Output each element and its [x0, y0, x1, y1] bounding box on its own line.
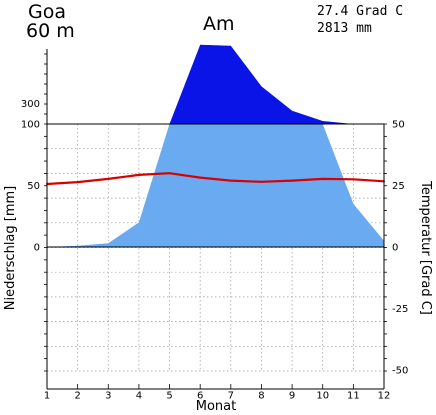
temperature-point [352, 178, 355, 181]
x-tick-label: 5 [166, 390, 172, 401]
axis-labels: Monat Niederschlag [mm] Temperatur [Grad… [3, 180, 433, 414]
y-right-tick-label: -50 [392, 366, 408, 377]
precipitation-area-above-100 [47, 44, 384, 124]
x-tick-label: 4 [136, 390, 142, 401]
temperature-curve [46, 172, 385, 186]
x-tick-label: 1 [44, 390, 50, 401]
y-left-tick-label: 50 [27, 181, 40, 192]
station-elevation: 60 m [26, 20, 75, 42]
temperature-point [168, 172, 171, 175]
precipitation-area-below-100 [47, 124, 384, 247]
temperature-point [107, 177, 110, 180]
temperature-point [260, 180, 263, 183]
y-right-tick-label: 0 [392, 243, 398, 254]
x-tick-label: 10 [316, 390, 329, 401]
precipitation-area [47, 44, 384, 247]
annual-precipitation: 2813 mm [317, 21, 372, 36]
x-tick-label: 8 [258, 390, 264, 401]
temperature-point [137, 173, 140, 176]
x-axis-label: Monat [196, 399, 236, 414]
x-tick-label: 6 [197, 390, 203, 401]
x-tick-label: 11 [347, 390, 360, 401]
station-name: Goa [28, 1, 66, 23]
y-left-tick-label: 300 [21, 99, 40, 110]
y-axis-right-label: Temperatur [Grad C] [418, 180, 433, 315]
x-tick-label: 9 [289, 390, 295, 401]
x-tick-label: 3 [105, 390, 111, 401]
x-tick-label: 7 [228, 390, 234, 401]
y-right-tick-label: -25 [392, 304, 408, 315]
y-right-tick-label: 50 [392, 120, 405, 131]
temperature-point [291, 179, 294, 182]
climate-class: Am [203, 13, 235, 35]
temperature-point [321, 177, 324, 180]
x-tick-label: 2 [74, 390, 80, 401]
temperature-point [229, 179, 232, 182]
y-axis-left-label: Niederschlag [mm] [3, 186, 18, 311]
mean-temperature: 27.4 Grad C [317, 4, 404, 19]
y-left-tick-label: 0 [34, 243, 40, 254]
temperature-point [199, 176, 202, 179]
y-right-tick-label: 25 [392, 181, 405, 192]
temperature-point [76, 181, 79, 184]
x-tick-label: 12 [378, 390, 391, 401]
y-left-tick-label: 100 [21, 120, 40, 131]
